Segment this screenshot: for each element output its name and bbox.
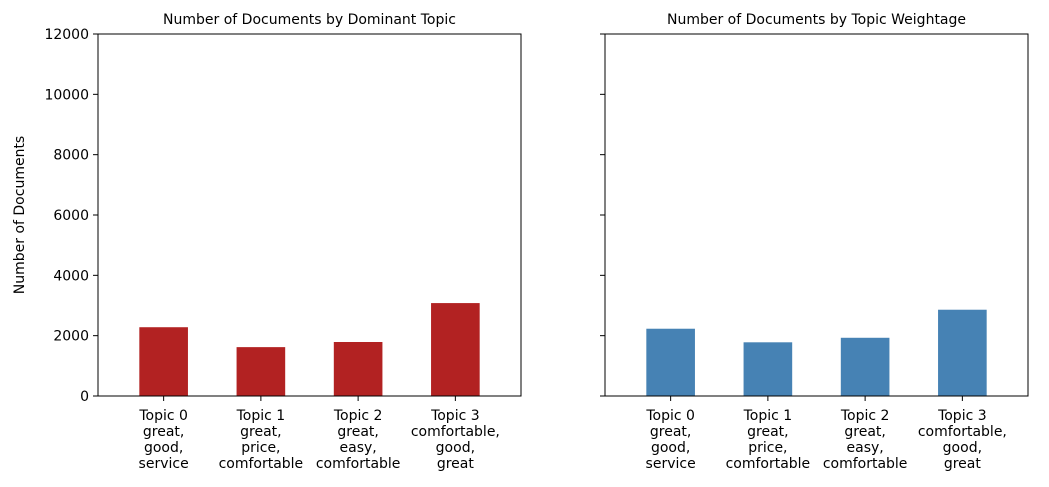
bar-1 [236,347,286,396]
y-tick-label-5: 10000 [44,87,89,103]
chart-title-1: Number of Documents by Topic Weightage [667,12,966,28]
y-tick-label-6: 12000 [44,27,89,43]
chart-panel-0: 0 2000 4000 6000 8000 10000 12000 Topic 0 great,… [12,12,522,472]
y-tick-label-4: 8000 [53,148,89,164]
chart-panel-1: Topic 0 great, good, service Topic 1 great, pr… [600,12,1029,472]
y-tick-label-0: 0 [80,389,89,405]
bar-1 [743,342,793,396]
x-tick-label-0: Topic 0 great, good, service [138,408,188,472]
x-tick-label-2: Topic 2 great, easy, comfortable [316,408,401,472]
bar-0 [139,327,188,396]
y-axis-label-0: Number of Documents [12,136,28,294]
bar-3 [431,303,480,396]
y-tick-label-2: 4000 [53,268,89,284]
x-tick-label-2: Topic 2 great, easy, comfortable [823,408,908,472]
bar-0 [646,328,695,396]
chart-title-0: Number of Documents by Dominant Topic [163,12,456,28]
x-tick-label-1: Topic 1 great, price, comfortable [219,408,304,472]
bar-2 [333,342,383,396]
y-tick-label-3: 6000 [53,208,89,224]
x-tick-label-0: Topic 0 great, good, service [645,408,695,472]
bar-3 [938,309,987,396]
x-tick-label-1: Topic 1 great, price, comfortable [726,408,811,472]
bar-2 [840,337,890,396]
x-tick-label-3: Topic 3 comfortable, good, great [918,408,1007,472]
y-tick-label-1: 2000 [53,329,89,345]
x-tick-label-3: Topic 3 comfortable, good, great [411,408,500,472]
